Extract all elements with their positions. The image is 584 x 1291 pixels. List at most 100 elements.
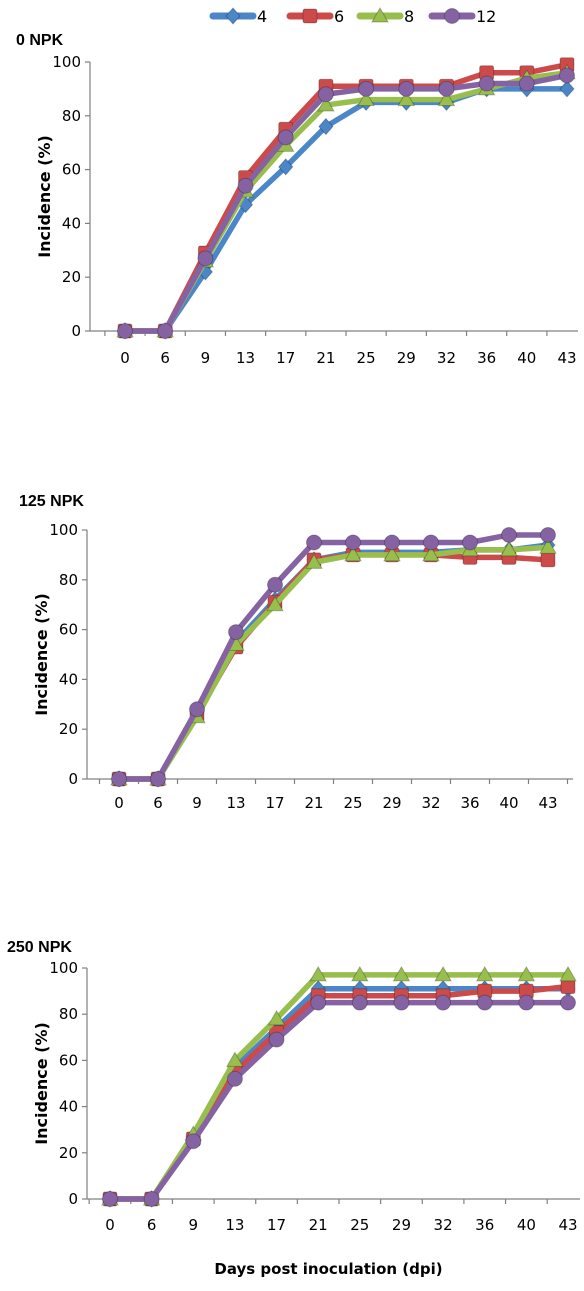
data-point [435, 994, 452, 1011]
series-4 [102, 980, 576, 1208]
data-point [540, 526, 556, 543]
x-tick-label: 13 [225, 1216, 244, 1234]
x-tick-label: 40 [517, 349, 536, 367]
panel-2: 125 NPK 0 20 40 60 80 100 0 6 9 13 17 21 25 29 32 36 40 43… [19, 493, 573, 812]
data-point [437, 90, 456, 107]
y-tick-label: 40 [59, 670, 78, 688]
x-tick-label: 9 [188, 1216, 198, 1234]
series-line-8 [107, 972, 571, 1202]
data-point [476, 994, 493, 1011]
data-point [306, 534, 322, 551]
data-point [475, 965, 494, 982]
data-point [317, 86, 334, 103]
x-tick-label: 29 [392, 1216, 411, 1234]
y-tick-label: 20 [59, 720, 78, 738]
x-tick-label: 36 [477, 349, 496, 367]
data-point [518, 994, 535, 1011]
data-point [560, 978, 576, 994]
x-tick-label: 6 [147, 1216, 157, 1234]
data-point [268, 1031, 285, 1048]
series-line-6 [107, 983, 571, 1202]
series-line-4 [116, 542, 551, 782]
x-tick-label: 29 [382, 794, 401, 812]
legend-marker-8 [371, 6, 389, 23]
data-point [143, 1191, 160, 1207]
x-tick-label: 43 [558, 1216, 577, 1234]
data-point [318, 117, 334, 136]
panel-title: 125 NPK [19, 493, 84, 510]
y-tick-label: 0 [68, 1190, 78, 1208]
y-tick-label: 80 [59, 1005, 78, 1023]
data-point [189, 701, 205, 718]
series-line-4 [107, 986, 571, 1202]
data-point [226, 1051, 244, 1067]
data-point [278, 158, 294, 176]
data-point [111, 771, 127, 787]
data-point [559, 80, 575, 98]
data-point [267, 576, 283, 593]
data-point [423, 534, 439, 551]
series-12 [117, 67, 575, 339]
x-tick-label: 32 [434, 1216, 453, 1234]
data-point [345, 534, 361, 551]
data-point [518, 75, 535, 92]
data-point [559, 67, 575, 84]
x-tick-label: 0 [105, 1216, 115, 1234]
data-point [277, 129, 294, 146]
x-tick-label: 6 [160, 349, 170, 367]
legend: 4 6 8 12 [209, 6, 496, 26]
data-point [517, 965, 536, 982]
data-point [384, 534, 400, 551]
data-point [478, 75, 495, 92]
y-tick-label: 60 [62, 161, 81, 179]
data-point [559, 965, 577, 982]
series-line-6 [116, 552, 551, 782]
data-point [501, 526, 517, 543]
y-tick-label: 20 [62, 268, 81, 286]
panel-1: 0 NPK 0 20 40 60 80 100 0 6 9 13 17 21 25 29 32 36 40 43 In… [16, 32, 578, 367]
x-tick-label: 13 [226, 794, 245, 812]
data-point [539, 538, 557, 554]
legend-label-4: 4 [257, 7, 267, 26]
data-point [398, 80, 415, 97]
legend-marker-12 [444, 8, 460, 24]
data-point [351, 994, 368, 1011]
legend-label-12: 12 [476, 7, 496, 26]
x-tick-label: 17 [265, 794, 284, 812]
data-point [462, 534, 478, 551]
x-tick-label: 40 [499, 794, 518, 812]
series-line-8 [116, 544, 551, 782]
panel-title: 0 NPK [16, 32, 64, 49]
x-tick-label: 40 [517, 1216, 536, 1234]
x-tick-label: 36 [460, 794, 479, 812]
x-axis-label: Days post inoculation (dpi) [214, 1260, 442, 1278]
data-point [102, 1191, 118, 1207]
x-tick-label: 25 [350, 1216, 369, 1234]
data-point [266, 595, 284, 612]
x-tick-label: 9 [201, 349, 211, 367]
data-point [309, 965, 328, 982]
y-tick-label: 20 [59, 1144, 78, 1162]
x-tick-label: 0 [120, 349, 130, 367]
series-12 [111, 526, 556, 787]
data-point [228, 624, 244, 641]
data-point [344, 545, 362, 562]
x-tick-label: 43 [557, 349, 576, 367]
legend-marker-4 [225, 7, 241, 25]
series-4 [117, 80, 575, 340]
series-12 [102, 994, 576, 1207]
data-point [237, 177, 254, 194]
x-tick-label: 29 [397, 349, 416, 367]
legend-label-6: 6 [334, 7, 344, 26]
data-point [540, 552, 556, 568]
y-tick-label: 0 [68, 770, 78, 788]
y-tick-label: 80 [62, 107, 81, 125]
y-tick-label: 100 [49, 521, 78, 539]
y-axis-label: Incidence (%) [32, 1022, 51, 1145]
data-point [383, 545, 401, 562]
x-tick-label: 21 [309, 1216, 328, 1234]
x-tick-label: 43 [538, 794, 557, 812]
y-tick-label: 80 [59, 571, 78, 589]
x-tick-label: 25 [357, 349, 376, 367]
